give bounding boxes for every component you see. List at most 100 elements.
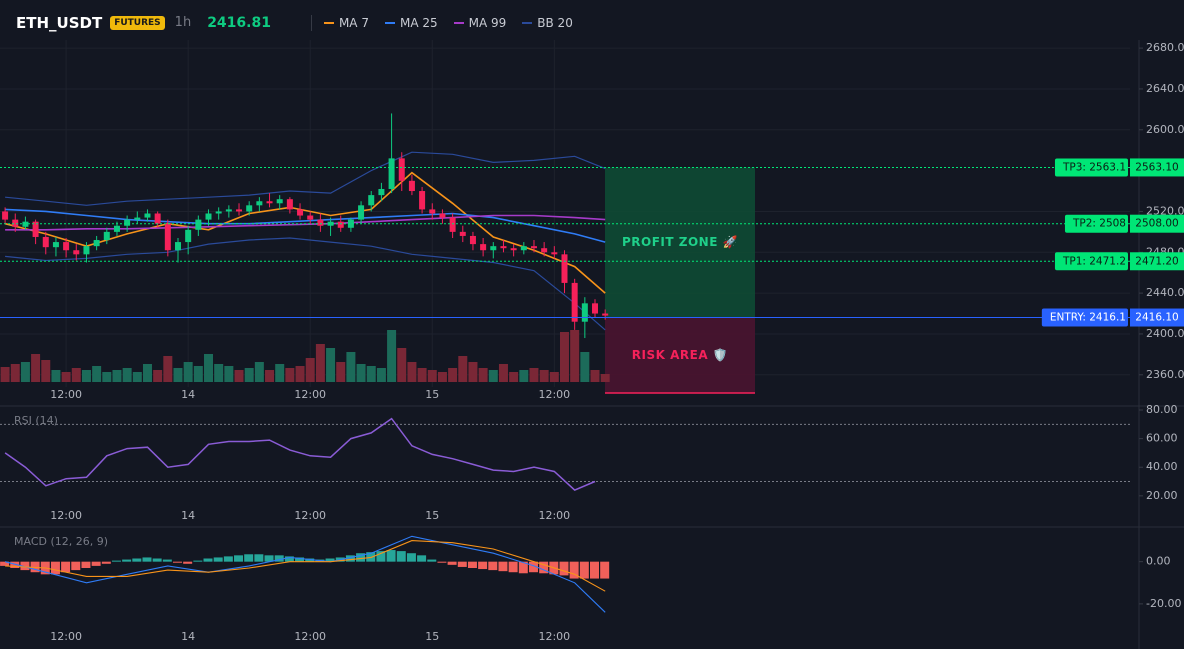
macd-bar xyxy=(539,561,549,574)
candle-body xyxy=(449,217,456,232)
macd-bar xyxy=(325,558,335,562)
level-tag: TP2: 2508 2508.00 xyxy=(1064,214,1184,233)
macd-line xyxy=(5,540,606,592)
macd-bar xyxy=(478,561,488,570)
y-tick-label: 2520.00 xyxy=(1146,204,1184,217)
volume-bar xyxy=(407,362,417,382)
level-label: TP1: 2471.2 xyxy=(1062,255,1126,267)
time-label: 12:00 xyxy=(294,509,326,522)
macd-bar xyxy=(254,554,264,562)
level-tag: TP3: 2563.1 2563.10 xyxy=(1054,158,1184,177)
macd-bar xyxy=(406,553,416,562)
price-tag-box xyxy=(1130,158,1184,177)
candle-body xyxy=(388,158,395,189)
macd-bar xyxy=(590,561,600,579)
symbol[interactable]: ETH_USDT xyxy=(16,13,103,32)
time-label: 12:00 xyxy=(50,388,82,401)
candle-body xyxy=(541,248,548,253)
interval[interactable]: 1h xyxy=(174,15,192,30)
volume-bar xyxy=(570,330,580,382)
ma-line xyxy=(4,171,606,294)
zone xyxy=(605,317,755,393)
volume-bar xyxy=(387,330,397,382)
price-tag: 2508.00 xyxy=(1135,218,1178,230)
price-tag: 2563.10 xyxy=(1135,161,1178,173)
candle-body xyxy=(327,221,334,226)
legend-swatch xyxy=(323,21,334,24)
volume-bar xyxy=(214,364,224,382)
volume-bar xyxy=(163,356,173,382)
candle-body xyxy=(419,191,426,210)
macd-bar xyxy=(508,561,518,573)
macd-bar xyxy=(203,558,213,562)
candle-body xyxy=(530,246,537,249)
legend-item[interactable]: MA 99 xyxy=(453,16,506,30)
candle-body xyxy=(378,188,385,196)
macd-title: MACD (12, 26, 9) xyxy=(14,535,108,548)
macd-bar xyxy=(142,557,152,562)
candle-body xyxy=(307,215,314,220)
macd-bar xyxy=(111,560,121,562)
volume-bar xyxy=(204,354,214,382)
legend-item[interactable]: MA 7 xyxy=(323,16,369,30)
badge: FUTURES xyxy=(110,15,165,30)
ma-line xyxy=(5,208,606,243)
time-label: 15 xyxy=(425,630,439,643)
macd-bar xyxy=(386,550,396,562)
macd-bar xyxy=(172,561,182,563)
y-tick-label: 40.00 xyxy=(1146,460,1178,473)
candle-body xyxy=(347,219,354,228)
y-tick-label: 2440.00 xyxy=(1146,286,1184,299)
level-label: TP2: 2508 xyxy=(1072,218,1126,230)
time-label: 12:00 xyxy=(294,388,326,401)
candle-body xyxy=(174,242,181,251)
candle-body xyxy=(459,231,466,236)
level-label-box xyxy=(1054,252,1128,271)
candle-body xyxy=(144,213,151,218)
volume-bar xyxy=(529,368,539,382)
volume-bar xyxy=(71,368,81,382)
candle-body xyxy=(581,303,588,322)
price-tag: 2471.20 xyxy=(1135,255,1178,267)
macd-bar xyxy=(295,557,305,562)
legend: MA 7 MA 25 MA 99 BB 20 xyxy=(323,16,589,30)
level-label-box xyxy=(1041,308,1128,327)
volume-bar xyxy=(397,348,407,382)
volume-bar xyxy=(519,370,529,382)
candle-body xyxy=(266,201,273,204)
y-tick-label: 2680.00 xyxy=(1146,41,1184,54)
macd-bar xyxy=(345,555,355,562)
candle-body xyxy=(236,209,243,212)
volume-bar xyxy=(580,352,590,382)
macd-line xyxy=(4,535,606,613)
volume-bar xyxy=(31,354,41,382)
volume-bar xyxy=(183,362,193,382)
candle-body xyxy=(602,313,609,316)
macd-bar xyxy=(437,561,447,563)
legend-swatch xyxy=(522,21,533,24)
legend-item[interactable]: BB 20 xyxy=(522,16,573,30)
volume-bar xyxy=(102,372,112,382)
legend-item[interactable]: MA 25 xyxy=(384,16,438,30)
volume-bar xyxy=(600,374,610,382)
macd-bar xyxy=(223,556,233,562)
volume-bar xyxy=(356,364,366,382)
volume-bar xyxy=(132,372,142,382)
candle-body xyxy=(490,246,497,251)
volume-bar xyxy=(265,370,275,382)
candle-body xyxy=(561,254,568,283)
level-tag: ENTRY: 2416.1 2416.10 xyxy=(1041,308,1184,327)
candle-body xyxy=(368,195,375,206)
volume-bar xyxy=(81,370,91,382)
y-tick-label: 0.00 xyxy=(1146,555,1171,568)
y-tick-label: 2360.00 xyxy=(1146,368,1184,381)
volume-bar xyxy=(193,366,203,382)
candle-body xyxy=(205,213,212,220)
candle-body xyxy=(246,205,253,212)
volume-bar xyxy=(234,370,244,382)
macd-bar xyxy=(81,561,91,568)
time-label: 12:00 xyxy=(50,509,82,522)
volume-bar xyxy=(92,366,102,382)
macd-bar xyxy=(152,558,162,562)
